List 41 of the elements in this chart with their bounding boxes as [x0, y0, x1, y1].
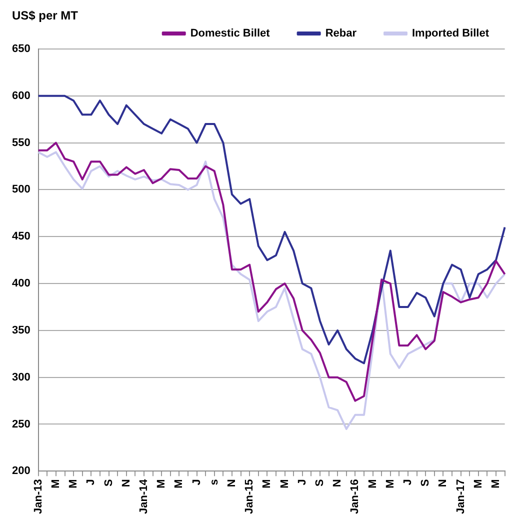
y-axis-title: US$ per MT: [12, 8, 79, 22]
y-tick-label: 250: [12, 418, 30, 430]
x-tick-label: M: [384, 479, 396, 488]
legend-label: Rebar: [325, 28, 358, 40]
x-tick-label: N: [226, 479, 238, 488]
x-tick-label: M: [366, 479, 379, 488]
x-tick-label: N: [120, 479, 132, 488]
x-tick-label: S: [314, 479, 326, 486]
x-tick-label: J: [296, 479, 308, 486]
x-tick-label: Jan-17: [454, 479, 467, 514]
x-tick-label: Jan-15: [244, 479, 256, 514]
x-tick-label: M: [156, 479, 168, 488]
x-tick-label: M: [472, 479, 484, 488]
x-tick-label: J: [190, 479, 203, 486]
y-tick-label: 500: [12, 184, 30, 196]
x-tick-label: s: [208, 479, 220, 486]
x-tick-label: M: [278, 479, 291, 488]
x-tick-label: M: [68, 479, 80, 488]
x-tick-label: J: [85, 479, 98, 486]
y-tick-label: 300: [12, 371, 30, 384]
x-tick-label: J: [402, 479, 414, 486]
y-tick-label: 450: [12, 230, 30, 243]
x-tick-label: M: [490, 479, 502, 488]
legend-label: Imported Billet: [412, 28, 490, 40]
y-tick-label: 400: [12, 278, 30, 290]
y-tick-label: 550: [12, 136, 30, 149]
x-tick-label: N: [437, 479, 450, 488]
y-tick-label: 600: [12, 90, 30, 102]
y-tick-label: 650: [12, 43, 30, 56]
x-tick-label: M: [50, 479, 62, 488]
x-tick-label: Jan-13: [32, 479, 44, 514]
x-tick-label: S: [420, 479, 432, 486]
x-tick-label: M: [261, 479, 274, 488]
x-tick-label: Jan-16: [349, 479, 362, 514]
x-tick-label: M: [173, 479, 186, 488]
legend-label: Domestic Billet: [190, 28, 270, 40]
x-tick-label: N: [332, 479, 344, 488]
x-tick-label: S: [102, 479, 115, 486]
x-tick-label: Jan-14: [138, 478, 150, 514]
y-tick-label: 350: [12, 324, 30, 336]
y-tick-label: 200: [12, 465, 30, 478]
